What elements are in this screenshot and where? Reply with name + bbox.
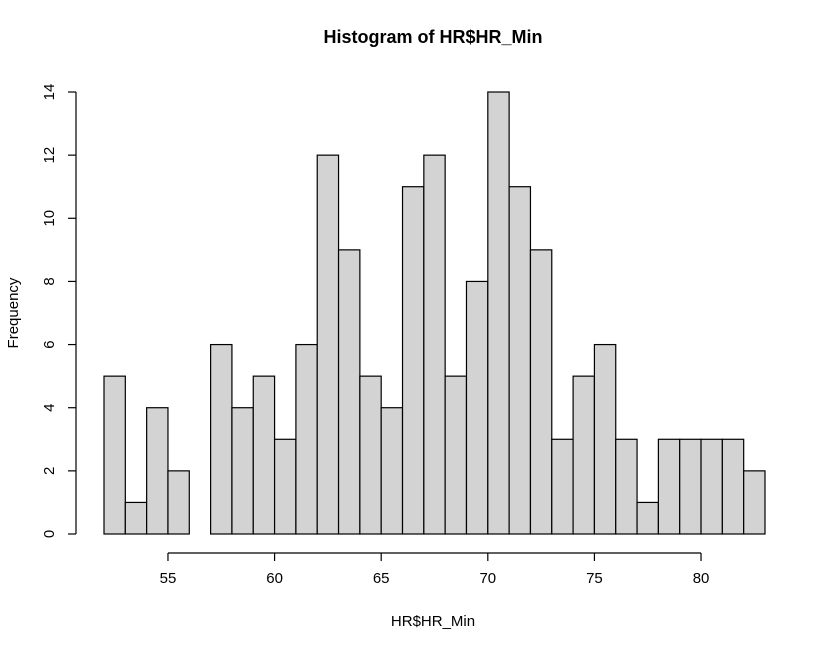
histogram-bar [359,375,382,535]
histogram-bar [508,186,532,535]
bars-group [103,91,766,535]
y-tick-label: 4 [41,404,58,412]
histogram-bar [124,501,148,535]
histogram-bar [273,438,297,535]
y-axis: 0 2 4 6 8 10 12 14 [41,84,77,538]
y-tick-label: 10 [41,210,58,227]
histogram-bar [401,186,425,535]
histogram-bar [657,438,681,535]
histogram-bar [380,407,404,535]
histogram-bar [295,343,318,535]
histogram-bar [103,375,126,535]
x-tick-label: 65 [373,570,390,587]
y-tick-label: 12 [41,147,58,164]
histogram-bar [487,91,510,535]
histogram-bar [551,438,574,535]
x-tick-label: 60 [266,570,283,587]
histogram-bar [444,375,468,535]
histogram-bar [167,470,190,535]
y-tick-label: 2 [41,467,58,475]
histogram-bar [146,407,169,535]
x-tick-label: 80 [693,570,710,587]
y-tick-label: 0 [41,530,58,538]
histogram-bar [593,343,617,535]
histogram-bar [636,501,659,535]
x-tick-label: 55 [160,570,177,587]
x-tick-label: 70 [479,570,496,587]
histogram-bar [721,438,745,535]
histogram-bar [679,438,702,535]
histogram-bar [529,249,553,535]
x-axis-label: HR$HR_Min [391,613,475,630]
histogram-bar [465,280,489,535]
y-tick-label: 6 [41,340,58,348]
histogram-bar [572,375,596,535]
y-axis-label: Frequency [5,277,22,348]
x-axis: 55 60 65 70 75 80 [160,552,710,587]
y-tick-label: 8 [41,277,58,285]
histogram-bar [252,375,276,535]
chart-title: Histogram of HR$HR_Min [323,27,542,47]
histogram-bar [316,154,340,535]
x-tick-label: 75 [586,570,603,587]
histogram-bar [743,470,766,535]
histogram-bar [231,407,254,535]
histogram-bar [423,154,446,535]
histogram-bar [210,343,233,535]
histogram-bar [337,249,361,535]
y-tick-label: 14 [41,84,58,101]
histogram-bar [700,438,723,535]
histogram-bar [615,438,638,535]
